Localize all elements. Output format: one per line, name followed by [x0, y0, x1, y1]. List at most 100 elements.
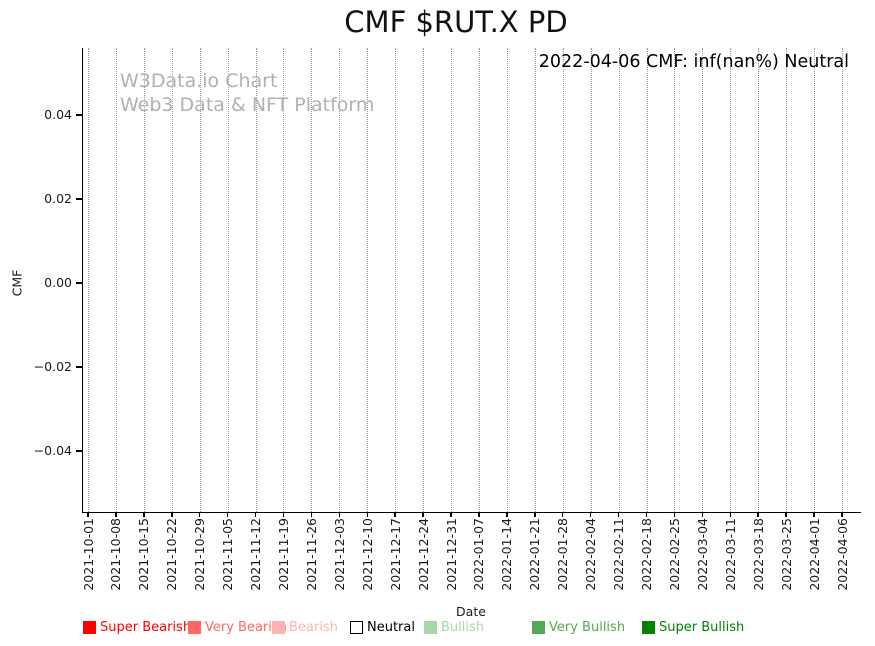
x-tick-label: 2021-11-26 — [303, 518, 319, 591]
x-tick-label: 2021-11-12 — [248, 518, 264, 591]
legend-label-very-bullish: Very Bullish — [549, 620, 626, 635]
x-tick-label: 2022-03-25 — [778, 518, 794, 591]
x-tick-label: 2021-12-10 — [359, 518, 375, 591]
y-tick-label: 0.02 — [44, 191, 72, 206]
legend-swatch-super-bullish — [642, 621, 655, 634]
x-tick-mark — [422, 512, 424, 517]
y-axis-label: CMF — [9, 269, 25, 297]
gridline — [646, 48, 648, 512]
x-tick-mark — [841, 512, 843, 517]
x-tick-label: 2022-01-21 — [527, 518, 543, 591]
gridline — [730, 48, 732, 512]
gridline — [562, 48, 564, 512]
gridline — [283, 48, 285, 512]
x-tick-label: 2022-03-04 — [694, 518, 710, 591]
gridline — [227, 48, 229, 512]
legend-label-bullish: Bullish — [441, 620, 485, 635]
gridline — [534, 48, 536, 512]
gridline — [842, 48, 843, 512]
legend-swatch-very-bearish — [188, 621, 201, 634]
x-tick-label: 2022-02-04 — [583, 518, 599, 591]
x-tick-label: 2022-01-07 — [471, 518, 487, 591]
gridline — [674, 48, 676, 512]
latest-value-annotation: 2022-04-06 CMF: inf(nan%) Neutral — [538, 52, 849, 72]
x-tick-label: 2022-02-18 — [639, 518, 655, 591]
legend-label-super-bearish: Super Bearish — [100, 620, 192, 635]
gridline — [115, 48, 117, 512]
y-tick-label: 0.00 — [44, 275, 72, 290]
x-tick-mark — [701, 512, 704, 517]
x-tick-mark — [171, 512, 173, 517]
x-tick-mark — [506, 512, 508, 517]
x-tick-mark — [87, 512, 89, 517]
x-tick-mark — [534, 512, 536, 517]
legend-swatch-bullish — [424, 621, 437, 634]
x-tick-mark — [645, 512, 648, 517]
gridline — [478, 48, 480, 512]
x-tick-mark — [310, 512, 313, 517]
watermark-line2: Web3 Data & NFT Platform — [120, 93, 375, 116]
gridline — [618, 48, 620, 512]
x-tick-mark — [617, 512, 620, 517]
x-axis-label: Date — [456, 604, 486, 619]
x-tick-mark — [394, 512, 396, 517]
gridline — [814, 48, 816, 512]
legend-swatch-super-bearish — [83, 621, 96, 634]
gridline — [143, 48, 145, 512]
x-tick-mark — [198, 512, 201, 517]
x-tick-label: 2021-11-19 — [275, 518, 291, 591]
gridline — [423, 48, 425, 512]
gridline — [88, 48, 89, 512]
plot-area — [82, 48, 861, 513]
x-tick-label: 2021-10-08 — [108, 518, 124, 591]
legend-swatch-neutral — [350, 621, 363, 634]
gridline — [395, 48, 397, 512]
gridline — [506, 48, 508, 512]
x-tick-mark — [813, 512, 815, 517]
y-tick-mark — [76, 198, 82, 200]
gridline — [786, 48, 788, 512]
x-tick-label: 2022-01-14 — [499, 518, 515, 591]
watermark-line1: W3Data.io Chart — [120, 70, 278, 92]
gridline — [367, 48, 369, 512]
legend-label-bearish: Bearish — [289, 620, 338, 635]
x-tick-label: 2021-10-15 — [136, 518, 152, 591]
x-tick-mark — [254, 512, 257, 517]
x-tick-label: 2021-12-31 — [443, 518, 459, 591]
gridline — [171, 48, 173, 512]
x-tick-mark — [589, 512, 592, 517]
y-tick-mark — [76, 282, 82, 284]
x-tick-mark — [338, 512, 341, 517]
x-tick-label: 2021-12-24 — [415, 518, 431, 591]
x-tick-label: 2021-10-29 — [192, 518, 208, 591]
x-tick-label: 2022-03-11 — [722, 518, 738, 591]
x-tick-mark — [785, 512, 787, 517]
x-tick-mark — [478, 512, 480, 517]
x-tick-label: 2021-11-05 — [220, 518, 236, 591]
y-tick-mark — [76, 114, 82, 116]
y-tick-label: −0.04 — [33, 443, 72, 458]
chart-title: CMF $RUT.X PD — [344, 5, 568, 39]
y-tick-mark — [76, 450, 82, 452]
y-tick-mark — [76, 366, 82, 368]
x-tick-label: 2022-01-28 — [555, 518, 571, 591]
x-tick-label: 2022-03-18 — [750, 518, 766, 591]
gridline — [339, 48, 341, 512]
y-tick-label: −0.02 — [33, 359, 72, 374]
y-tick-label: 0.04 — [44, 107, 72, 122]
x-tick-mark — [143, 512, 145, 517]
x-tick-label: 2022-02-25 — [666, 518, 682, 591]
watermark: W3Data.io Chart Web3 Data & NFT Platform — [120, 70, 374, 117]
x-tick-label: 2021-12-03 — [331, 518, 347, 591]
x-tick-mark — [450, 512, 452, 517]
x-tick-label: 2021-12-17 — [387, 518, 403, 591]
x-tick-mark — [366, 512, 368, 517]
gridline — [590, 48, 592, 512]
legend-label-super-bullish: Super Bullish — [659, 620, 745, 635]
x-tick-label: 2022-02-11 — [611, 518, 627, 591]
x-tick-mark — [757, 512, 759, 517]
legend-swatch-bearish — [272, 621, 285, 634]
gridline — [758, 48, 760, 512]
x-tick-mark — [282, 512, 285, 517]
